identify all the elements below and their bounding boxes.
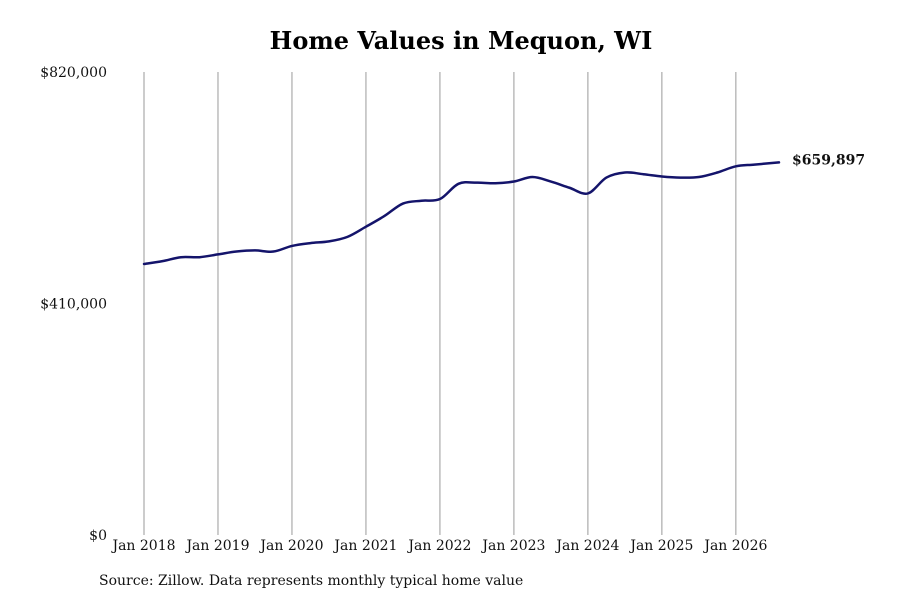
x-tick-label: Jan 2019 xyxy=(184,538,249,554)
series-layer xyxy=(142,161,781,266)
chart-title: Home Values in Mequon, WI xyxy=(269,26,653,55)
y-tick-label: $820,000 xyxy=(40,65,107,81)
x-tick-label: Jan 2023 xyxy=(480,538,545,554)
x-tick-label: Jan 2022 xyxy=(406,538,471,554)
grid-lines xyxy=(143,72,737,535)
x-tick-label: Jan 2024 xyxy=(554,538,619,554)
x-axis: Jan 2018 Jan 2019 Jan 2020 Jan 2021 Jan 2022… xyxy=(110,538,767,554)
x-tick-label: Jan 2026 xyxy=(702,538,767,554)
x-tick-label: Jan 2025 xyxy=(628,538,693,554)
series-line xyxy=(142,161,781,266)
x-tick-label: Jan 2018 xyxy=(110,538,175,554)
y-tick-label: $0 xyxy=(89,528,107,544)
annotations: $659,897 xyxy=(792,152,865,168)
end-value-label: $659,897 xyxy=(792,152,865,168)
source-note: Source: Zillow. Data represents monthly … xyxy=(99,573,524,589)
y-axis: $0 $410,000 $820,000 xyxy=(40,65,107,544)
y-tick-label: $410,000 xyxy=(40,297,107,313)
x-tick-label: Jan 2020 xyxy=(258,538,323,554)
x-tick-label: Jan 2021 xyxy=(332,538,397,554)
